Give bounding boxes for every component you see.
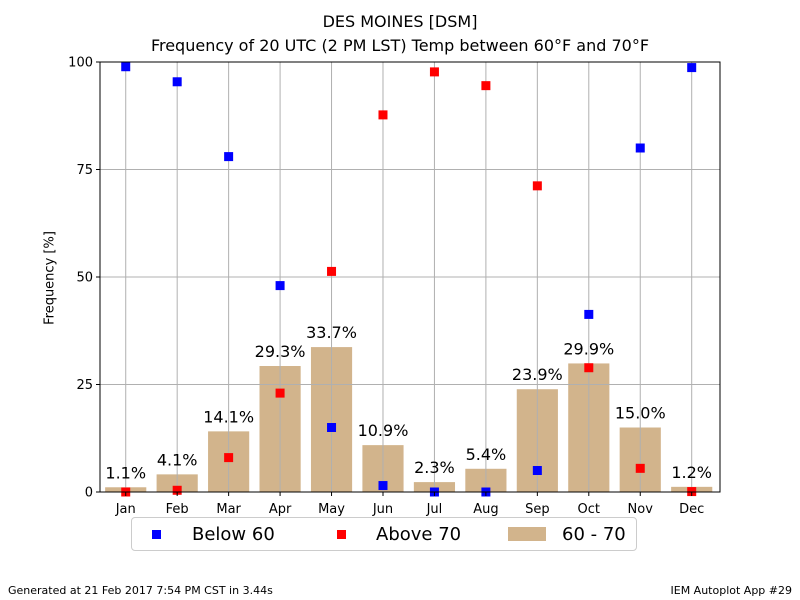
legend-marker-below-60 xyxy=(152,529,161,539)
bar-value-label: 15.0% xyxy=(615,404,666,423)
x-tick-label: Mar xyxy=(216,502,241,517)
bar-value-label: 29.9% xyxy=(563,339,614,358)
point-above-70 xyxy=(378,110,388,120)
point-above-70 xyxy=(172,485,182,495)
legend-item-below-60: Below 60 xyxy=(152,518,275,550)
bar-value-label: 2.3% xyxy=(414,458,455,477)
point-below-60 xyxy=(635,143,645,153)
point-above-70 xyxy=(429,67,439,77)
y-tick-label: 75 xyxy=(76,163,93,178)
point-above-70 xyxy=(584,363,594,373)
bar-value-label: 23.9% xyxy=(512,365,563,384)
legend-label-below-60: Below 60 xyxy=(192,523,275,545)
bar-value-label: 1.1% xyxy=(105,463,146,482)
footer-generated-text: Generated at 21 Feb 2017 7:54 PM CST in … xyxy=(8,584,273,597)
x-tick-label: Feb xyxy=(166,502,189,517)
point-below-60 xyxy=(275,281,285,291)
legend-label-above-70: Above 70 xyxy=(376,523,462,545)
x-tick-label: Dec xyxy=(679,502,704,517)
point-above-70 xyxy=(635,463,645,473)
chart-subtitle: Frequency of 20 UTC (2 PM LST) Temp betw… xyxy=(150,36,650,55)
point-below-60 xyxy=(327,423,337,432)
legend-label-60-70: 60 - 70 xyxy=(562,523,626,545)
point-above-70 xyxy=(275,388,285,398)
point-above-70 xyxy=(327,266,337,276)
point-below-60 xyxy=(532,466,542,475)
legend-swatch-60-70 xyxy=(508,527,546,541)
bar-value-label: 4.1% xyxy=(157,450,198,469)
x-tick-label: Sep xyxy=(525,502,550,517)
footer-app-text: IEM Autoplot App #29 xyxy=(670,584,793,597)
y-tick-label: 0 xyxy=(85,486,93,501)
bar-value-label: 1.2% xyxy=(671,463,712,482)
bar-value-label: 5.4% xyxy=(466,445,507,464)
point-below-60 xyxy=(584,309,594,319)
bar-value-label: 29.3% xyxy=(255,342,306,361)
point-below-60 xyxy=(172,77,182,87)
legend-marker-above-70 xyxy=(337,529,346,539)
y-tick-label: 50 xyxy=(76,271,93,286)
chart-legend: Below 60 Above 70 60 - 70 xyxy=(131,517,637,551)
legend-item-60-70: 60 - 70 xyxy=(508,518,626,550)
x-tick-label: Jan xyxy=(115,502,136,517)
point-above-70 xyxy=(224,453,234,463)
y-tick-label: 25 xyxy=(76,378,93,393)
y-tick-label: 100 xyxy=(68,56,93,71)
point-below-60 xyxy=(121,62,131,72)
x-tick-label: Apr xyxy=(269,502,292,517)
x-tick-label: Jul xyxy=(426,502,443,517)
point-above-70 xyxy=(532,181,542,191)
bar-value-label: 33.7% xyxy=(306,323,357,342)
point-below-60 xyxy=(378,481,388,491)
x-tick-label: May xyxy=(318,502,345,517)
point-below-60 xyxy=(224,152,234,162)
bar-value-label: 14.1% xyxy=(203,407,254,426)
point-above-70 xyxy=(481,81,491,91)
x-tick-label: Jun xyxy=(372,502,393,517)
x-tick-label: Nov xyxy=(628,502,654,517)
chart-title: DES MOINES [DSM] xyxy=(322,12,478,31)
x-tick-label: Aug xyxy=(473,502,498,517)
legend-item-above-70: Above 70 xyxy=(337,518,461,550)
bar-value-label: 10.9% xyxy=(358,421,409,440)
point-below-60 xyxy=(687,63,697,73)
x-tick-label: Oct xyxy=(578,502,600,517)
